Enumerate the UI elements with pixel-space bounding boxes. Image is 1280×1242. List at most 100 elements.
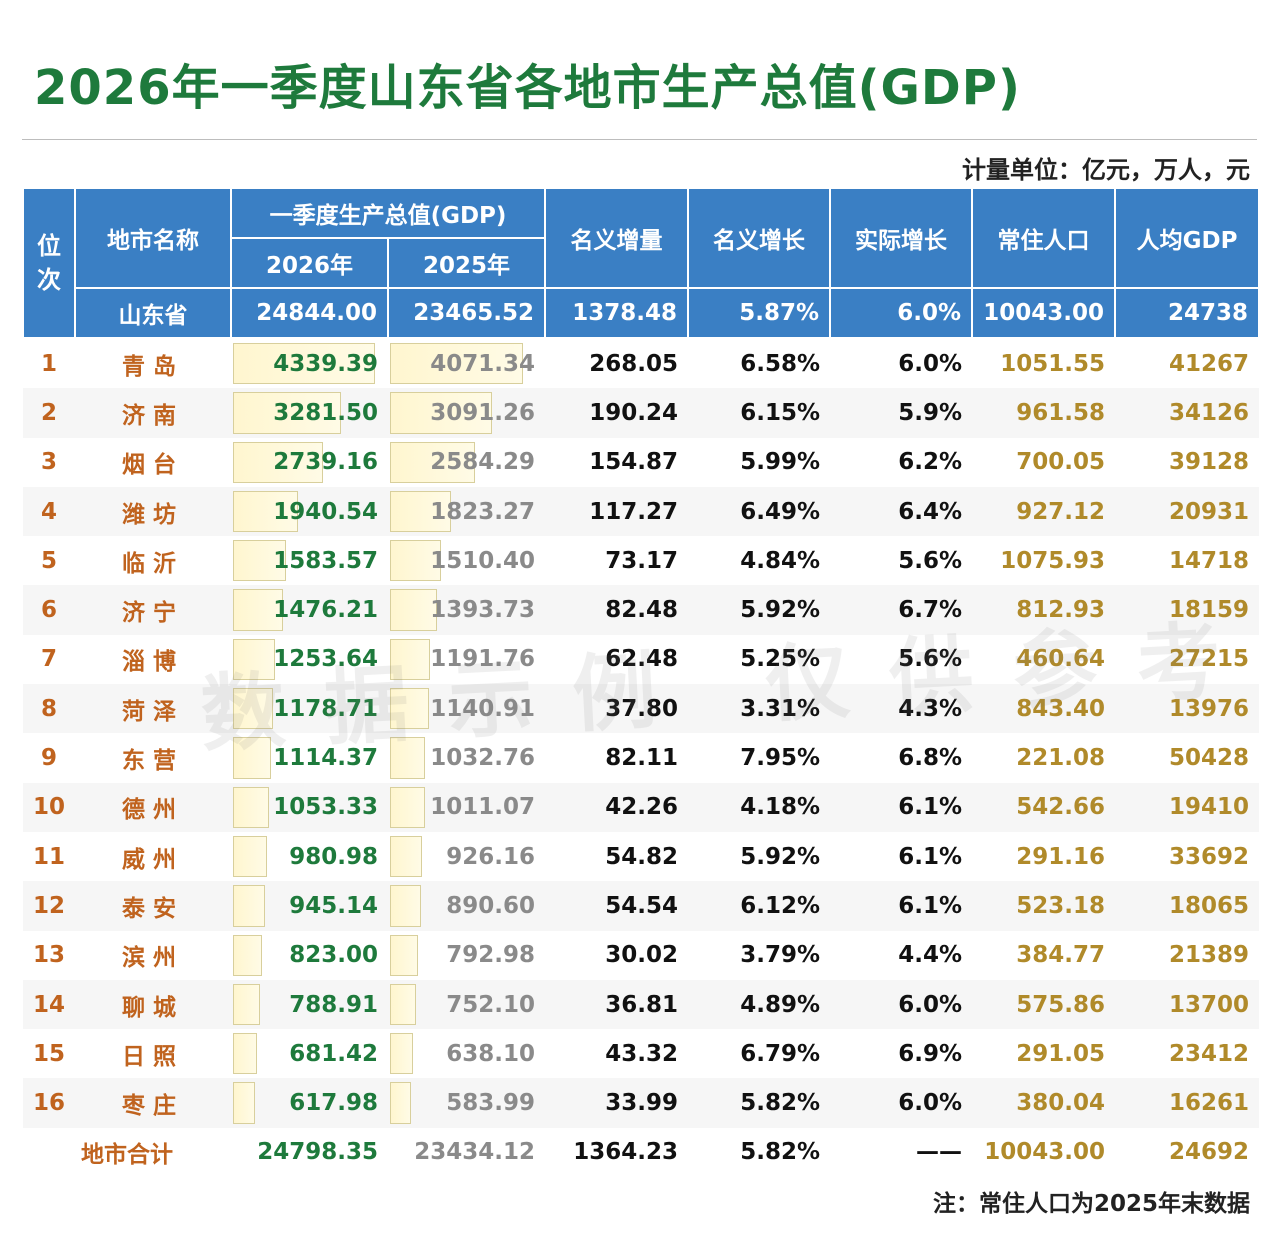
per-capita-cell: 21389 (1115, 930, 1260, 980)
increase-cell: 154.87 (545, 437, 689, 487)
gdp-value: 1191.76 (430, 646, 536, 673)
increase-cell: 117.27 (545, 486, 689, 537)
gdp-bar (390, 1033, 413, 1075)
gdp-bar (233, 688, 274, 730)
gdp-bar (233, 737, 271, 779)
gdp-value: 1393.73 (430, 597, 536, 624)
header-2026: 2026年 (230, 237, 389, 289)
increase-cell: 43.32 (545, 1029, 689, 1079)
gdp-bar (390, 638, 431, 681)
gdp-bar (390, 934, 418, 976)
gdp2025-cell: 926.16 (388, 831, 546, 882)
table-row: 4 潍坊 1940.54 1823.27 117.27 6.49% 6.4% 927.12 20… (23, 486, 1260, 537)
gdp2026-cell: 4339.39 (231, 338, 388, 389)
rank-cell: 3 (23, 437, 75, 487)
total-gdp2026: 24798.35 (231, 1127, 388, 1178)
gdp2026-cell: 2739.16 (231, 437, 388, 487)
gdp2026-cell: 823.00 (231, 930, 388, 980)
gdp2025-cell: 1011.07 (388, 782, 546, 832)
total-row: 地市合计 24798.35 23434.12 1364.23 5.82% —— … (23, 1127, 1260, 1178)
gdp-bar (233, 441, 324, 483)
table-row: 16 枣庄 617.98 583.99 33.99 5.82% 6.0% 380.04 1626… (23, 1078, 1260, 1128)
city-name: 滨州 (75, 930, 231, 980)
gdp-bar (233, 540, 287, 582)
gdp-value: 792.98 (446, 942, 536, 969)
population-cell: 575.86 (972, 979, 1116, 1030)
province-gdp2026: 24844.00 (230, 287, 389, 339)
gdp-bar (390, 737, 426, 779)
nominal-growth-cell: 6.49% (688, 486, 831, 537)
gdp-bar (233, 392, 341, 434)
table-row: 3 烟台 2739.16 2584.29 154.87 5.99% 6.2% 700.05 39… (23, 437, 1260, 487)
gdp2026-cell: 617.98 (231, 1078, 388, 1128)
rank-cell: 7 (23, 634, 75, 685)
population-cell: 291.16 (972, 831, 1116, 882)
footnote: 注：常住人口为2025年末数据 (932, 1191, 1250, 1217)
header-2025: 2025年 (386, 237, 547, 289)
gdp-bar (390, 392, 492, 434)
increase-cell: 73.17 (545, 536, 689, 586)
gdp2025-cell: 1032.76 (388, 733, 546, 783)
per-capita-cell: 34126 (1115, 388, 1260, 438)
gdp-bar (390, 540, 441, 582)
gdp2025-cell: 752.10 (388, 979, 546, 1030)
gdp2026-cell: 1940.54 (231, 486, 388, 537)
unit-label: 计量单位：亿元，万人，元 (962, 156, 1250, 184)
increase-cell: 190.24 (545, 388, 689, 438)
gdp-value: 4071.34 (430, 350, 536, 377)
real-growth-cell: 4.3% (830, 684, 973, 734)
gdp2026-cell: 681.42 (231, 1029, 388, 1079)
gdp-bar (233, 343, 375, 385)
per-capita-cell: 13700 (1115, 979, 1260, 1030)
nominal-growth-cell: 6.15% (688, 388, 831, 438)
header-nominal-increase: 名义增量 (544, 187, 690, 289)
gdp-bar (390, 441, 476, 483)
gdp2025-cell: 2584.29 (388, 437, 546, 487)
nominal-growth-cell: 6.12% (688, 881, 831, 931)
increase-cell: 82.11 (545, 733, 689, 783)
gdp2026-cell: 945.14 (231, 881, 388, 931)
header-per-capita: 人均GDP (1114, 187, 1261, 289)
table-row: 7 淄博 1253.64 1191.76 62.48 5.25% 5.6% 460.64 272… (23, 634, 1260, 685)
rank-cell: 6 (23, 585, 75, 635)
city-name: 威州 (75, 831, 231, 882)
gdp-value: 1032.76 (430, 745, 536, 772)
city-name: 济南 (75, 388, 231, 438)
gdp2026-cell: 1476.21 (231, 585, 388, 635)
increase-cell: 54.82 (545, 831, 689, 882)
real-growth-cell: 6.9% (830, 1029, 973, 1079)
increase-cell: 30.02 (545, 930, 689, 980)
nominal-growth-cell: 5.99% (688, 437, 831, 487)
gdp-value: 638.10 (446, 1040, 536, 1067)
table-row: 13 滨州 823.00 792.98 30.02 3.79% 4.4% 384.77 2138… (23, 930, 1260, 980)
gdp-bar (233, 1033, 257, 1075)
population-cell: 221.08 (972, 733, 1116, 783)
population-cell: 961.58 (972, 388, 1116, 438)
per-capita-cell: 18065 (1115, 881, 1260, 931)
province-population: 10043.00 (971, 287, 1117, 339)
gdp-bar (233, 638, 276, 681)
increase-cell: 33.99 (545, 1078, 689, 1128)
gdp-bar (233, 589, 283, 631)
table-row: 12 泰安 945.14 890.60 54.54 6.12% 6.1% 523.18 1806… (23, 881, 1260, 931)
gdp-bar (390, 835, 422, 878)
per-capita-cell: 19410 (1115, 782, 1260, 832)
increase-cell: 37.80 (545, 684, 689, 734)
header-rank: 位次 (22, 187, 76, 339)
province-per-capita: 24738 (1114, 287, 1261, 339)
city-name: 德州 (75, 782, 231, 832)
gdp-bar (390, 688, 429, 730)
population-cell: 523.18 (972, 881, 1116, 931)
gdp-bar (233, 490, 298, 533)
gdp2026-cell: 980.98 (231, 831, 388, 882)
real-growth-cell: 6.1% (830, 831, 973, 882)
province-row: 山东省 24844.00 23465.52 1378.48 5.87% 6.0%… (23, 287, 1261, 339)
per-capita-cell: 33692 (1115, 831, 1260, 882)
per-capita-cell: 13976 (1115, 684, 1260, 734)
population-cell: 812.93 (972, 585, 1116, 635)
real-growth-cell: 6.0% (830, 338, 973, 389)
increase-cell: 54.54 (545, 881, 689, 931)
gdp2026-cell: 788.91 (231, 979, 388, 1030)
total-nominal: 5.82% (688, 1127, 831, 1178)
gdp-bar (390, 490, 451, 533)
